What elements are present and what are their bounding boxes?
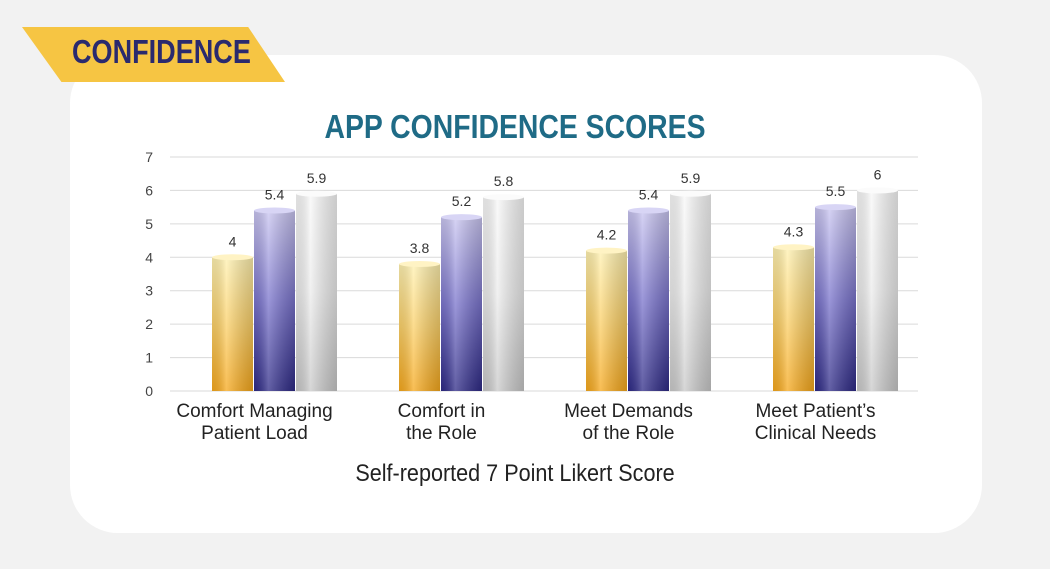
data-label: 4 xyxy=(229,233,237,249)
y-tick-label: 2 xyxy=(145,316,153,332)
y-tick-label: 5 xyxy=(145,216,153,232)
x-tick-label: Comfort in xyxy=(398,401,486,422)
bar-shading xyxy=(670,193,711,391)
x-tick-label: Comfort Managing xyxy=(176,401,332,422)
bar-shading xyxy=(399,263,440,391)
x-tick-label: Meet Patient’s xyxy=(755,401,875,422)
bar-shading xyxy=(773,247,814,391)
bar-top xyxy=(628,207,669,214)
x-tick-label: Patient Load xyxy=(201,423,308,444)
bar-top xyxy=(212,254,253,261)
bar-shading xyxy=(857,190,898,391)
bar-shading xyxy=(254,210,295,391)
bar-shading xyxy=(441,217,482,391)
bar-top xyxy=(815,204,856,211)
bar-top xyxy=(441,214,482,221)
data-label: 5.8 xyxy=(494,173,514,189)
bar-top xyxy=(857,187,898,194)
bar-top xyxy=(773,244,814,251)
bar-top xyxy=(586,247,627,254)
y-tick-label: 6 xyxy=(145,182,153,198)
data-label: 3.8 xyxy=(410,240,430,256)
data-label: 5.4 xyxy=(639,186,659,202)
bar-top xyxy=(399,260,440,267)
x-tick-label: Meet Demands xyxy=(564,401,693,422)
bar-shading xyxy=(483,197,524,391)
y-tick-label: 1 xyxy=(145,350,153,366)
bar-shading xyxy=(815,207,856,391)
data-label: 5.5 xyxy=(826,183,846,199)
data-label: 4.2 xyxy=(597,227,617,243)
bar-top xyxy=(296,190,337,197)
y-tick-label: 0 xyxy=(145,383,153,399)
data-label: 5.9 xyxy=(307,170,327,186)
x-tick-label: of the Role xyxy=(583,423,675,444)
chart-title: APP CONFIDENCE SCORES xyxy=(324,108,706,145)
bar-top xyxy=(254,207,295,214)
bar-shading xyxy=(586,250,627,391)
bar-shading xyxy=(212,257,253,391)
data-label: 5.2 xyxy=(452,193,472,209)
section-banner xyxy=(22,27,285,82)
data-label: 5.4 xyxy=(265,186,285,202)
bar-top xyxy=(483,194,524,201)
x-tick-label: Clinical Needs xyxy=(755,423,876,444)
data-label: 4.3 xyxy=(784,223,804,239)
y-tick-label: 4 xyxy=(145,249,153,265)
y-tick-label: 3 xyxy=(145,283,153,299)
y-tick-label: 7 xyxy=(145,149,153,165)
x-axis-title: Self-reported 7 Point Likert Score xyxy=(355,460,675,487)
section-banner-label: CONFIDENCE xyxy=(72,33,251,70)
bar-shading xyxy=(628,210,669,391)
data-label: 5.9 xyxy=(681,170,701,186)
bar-top xyxy=(670,190,711,197)
x-tick-label: the Role xyxy=(406,423,477,444)
bar-shading xyxy=(296,193,337,391)
data-label: 6 xyxy=(874,166,882,182)
